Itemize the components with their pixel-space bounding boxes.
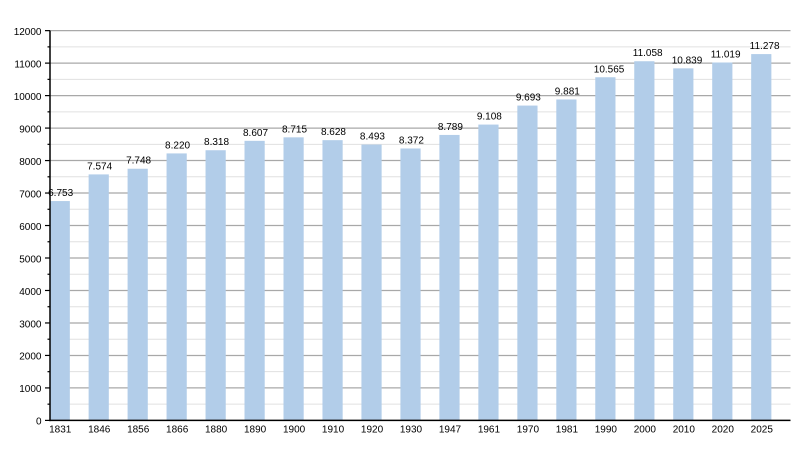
svg-text:2000: 2000 — [19, 352, 42, 363]
svg-text:8.493: 8.493 — [360, 132, 385, 143]
svg-text:9.881: 9.881 — [555, 86, 580, 97]
svg-text:1961: 1961 — [478, 425, 501, 436]
svg-text:10.839: 10.839 — [672, 55, 703, 66]
svg-text:11.058: 11.058 — [633, 48, 663, 59]
svg-text:7.574: 7.574 — [87, 161, 112, 172]
svg-text:9.693: 9.693 — [516, 93, 541, 104]
svg-text:11.019: 11.019 — [711, 50, 741, 61]
svg-text:5000: 5000 — [19, 254, 42, 265]
svg-text:1981: 1981 — [556, 425, 579, 436]
svg-text:9000: 9000 — [19, 124, 42, 135]
svg-text:8.715: 8.715 — [282, 124, 307, 135]
svg-text:2010: 2010 — [673, 425, 696, 436]
svg-text:8000: 8000 — [19, 157, 42, 168]
svg-text:12000: 12000 — [14, 27, 42, 38]
svg-text:8.607: 8.607 — [243, 128, 268, 139]
svg-text:11.278: 11.278 — [750, 41, 780, 52]
svg-text:1910: 1910 — [322, 425, 345, 436]
svg-text:8.372: 8.372 — [399, 135, 424, 146]
svg-text:4000: 4000 — [19, 287, 42, 298]
svg-text:2000: 2000 — [634, 425, 657, 436]
svg-text:8.628: 8.628 — [321, 127, 346, 138]
svg-text:1866: 1866 — [166, 425, 189, 436]
svg-text:2025: 2025 — [751, 425, 774, 436]
svg-text:1970: 1970 — [517, 425, 540, 436]
svg-text:1846: 1846 — [88, 425, 111, 436]
svg-text:1990: 1990 — [595, 425, 618, 436]
svg-text:3000: 3000 — [19, 319, 42, 330]
svg-text:10000: 10000 — [14, 92, 42, 103]
svg-text:7.748: 7.748 — [126, 156, 151, 167]
svg-text:8.789: 8.789 — [438, 122, 463, 133]
svg-text:1947: 1947 — [439, 425, 462, 436]
svg-text:1000: 1000 — [19, 384, 42, 395]
svg-text:6000: 6000 — [19, 222, 42, 233]
svg-text:1831: 1831 — [49, 425, 72, 436]
svg-text:1930: 1930 — [400, 425, 423, 436]
svg-text:1920: 1920 — [361, 425, 384, 436]
svg-text:2020: 2020 — [712, 425, 735, 436]
svg-text:1890: 1890 — [244, 425, 267, 436]
svg-text:0: 0 — [36, 417, 42, 428]
svg-text:10.565: 10.565 — [594, 64, 625, 75]
svg-text:1856: 1856 — [127, 425, 150, 436]
svg-text:11000: 11000 — [14, 59, 42, 70]
svg-text:8.220: 8.220 — [165, 140, 190, 151]
svg-text:9.108: 9.108 — [477, 112, 502, 123]
svg-text:6.753: 6.753 — [48, 188, 73, 199]
svg-text:7000: 7000 — [19, 189, 42, 200]
svg-text:1880: 1880 — [205, 425, 228, 436]
svg-text:1900: 1900 — [283, 425, 306, 436]
svg-text:8.318: 8.318 — [204, 137, 229, 148]
